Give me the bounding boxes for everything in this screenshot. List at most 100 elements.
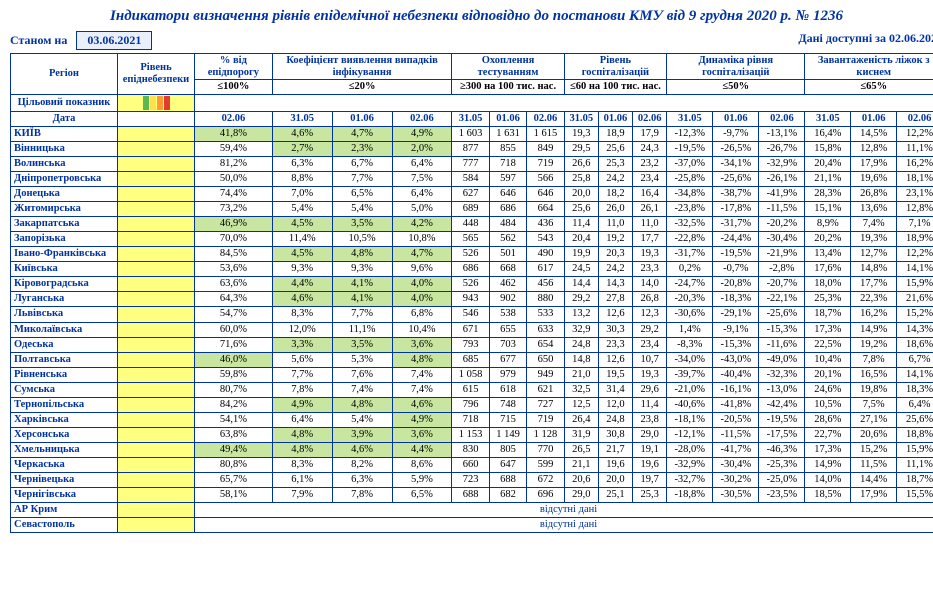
cell-test: 633 [527, 322, 564, 337]
cell-test: 718 [489, 156, 526, 171]
cell-hosp: 19,6 [598, 458, 632, 473]
cell-test: 1 149 [489, 427, 526, 442]
cell-risk [118, 171, 195, 186]
cell-beds: 20,6% [851, 427, 897, 442]
cell-test: 830 [452, 443, 489, 458]
cell-dyn: -20,5% [713, 412, 759, 427]
cell-beds: 15,5% [897, 488, 933, 503]
cell-coef: 6,7% [332, 156, 392, 171]
cell-test: 526 [452, 247, 489, 262]
cell-dyn: -30,4% [759, 232, 805, 247]
cell-hosp: 32,9 [564, 322, 598, 337]
cell-dyn: -18,8% [667, 488, 713, 503]
cell-beds: 19,2% [851, 337, 897, 352]
cell-risk [118, 458, 195, 473]
cell-beds: 14,0% [805, 473, 851, 488]
cell-beds: 28,3% [805, 186, 851, 201]
cell-dyn: -13,1% [759, 126, 805, 141]
page-title: Індикатори визначення рівнів епідемічної… [10, 8, 933, 25]
cell-region: Рівненська [11, 367, 118, 382]
cell-beds: 10,4% [805, 352, 851, 367]
cell-test: 584 [452, 171, 489, 186]
cell-coef: 4,9% [272, 397, 332, 412]
cell-dyn: -26,5% [713, 141, 759, 156]
cell-coef: 4,8% [272, 443, 332, 458]
cell-test: 650 [527, 352, 564, 367]
cell-beds: 15,2% [897, 307, 933, 322]
cell-risk [118, 443, 195, 458]
cell-pct: 80,7% [195, 382, 273, 397]
cell-coef: 4,1% [332, 277, 392, 292]
cell-dyn: -28,0% [667, 443, 713, 458]
cell-pct: 84,2% [195, 397, 273, 412]
cell-coef: 4,7% [392, 247, 452, 262]
cell-pct: 50,0% [195, 171, 273, 186]
cell-hosp: 19,3 [564, 126, 598, 141]
cell-dyn: -25,6% [713, 171, 759, 186]
cell-test: 689 [452, 202, 489, 217]
cell-region: Полтавська [11, 352, 118, 367]
table-row: Луганська64,3%4,6%4,1%4,0%94390288029,22… [11, 292, 933, 307]
cell-test: 703 [489, 337, 526, 352]
cell-coef: 7,8% [332, 488, 392, 503]
cell-beds: 28,6% [805, 412, 851, 427]
cell-beds: 17,7% [851, 277, 897, 292]
cell-dyn: -41,8% [713, 397, 759, 412]
cell-region: Черкаська [11, 458, 118, 473]
cell-test: 943 [452, 292, 489, 307]
cell-beds: 6,4% [897, 397, 933, 412]
cell-risk [118, 427, 195, 442]
cell-beds: 11,1% [897, 141, 933, 156]
cell-coef: 10,4% [392, 322, 452, 337]
cell-test: 655 [489, 322, 526, 337]
cell-beds: 27,1% [851, 412, 897, 427]
cell-coef: 4,0% [392, 277, 452, 292]
cell-coef: 7,7% [332, 307, 392, 322]
cell-coef: 4,4% [272, 277, 332, 292]
cell-coef: 2,3% [332, 141, 392, 156]
cell-test: 627 [452, 186, 489, 201]
cell-test: 436 [527, 217, 564, 232]
cell-coef: 3,9% [332, 427, 392, 442]
cell-beds: 18,1% [897, 171, 933, 186]
cell-beds: 7,4% [851, 217, 897, 232]
cell-coef: 4,0% [392, 292, 452, 307]
cell-hosp: 20,4 [564, 232, 598, 247]
cell-dyn: -41,7% [713, 443, 759, 458]
cell-test: 688 [452, 488, 489, 503]
table-row: Кіровоградська63,6%4,4%4,1%4,0%526462456… [11, 277, 933, 292]
cell-hosp: 23,2 [633, 156, 667, 171]
cell-risk [118, 277, 195, 292]
table-row: Житомирська73,2%5,4%5,4%5,0%68968666425,… [11, 202, 933, 217]
cell-region: Кіровоградська [11, 277, 118, 292]
cell-dyn: -21,9% [759, 247, 805, 262]
table-row: Миколаївська60,0%12,0%11,1%10,4%67165563… [11, 322, 933, 337]
cell-dyn: -9,7% [713, 126, 759, 141]
cell-risk [118, 126, 195, 141]
cell-dyn: -19,5% [667, 141, 713, 156]
cell-hosp: 12,5 [564, 397, 598, 412]
cell-coef: 4,2% [392, 217, 452, 232]
cell-hosp: 20,6 [564, 473, 598, 488]
cell-beds: 7,5% [851, 397, 897, 412]
cell-region: Херсонська [11, 427, 118, 442]
cell-hosp: 17,9 [633, 126, 667, 141]
cell-test: 880 [527, 292, 564, 307]
cell-hosp: 24,2 [598, 171, 632, 186]
cell-dyn: -12,3% [667, 126, 713, 141]
cell-beds: 14,3% [897, 322, 933, 337]
cell-dyn: -25,6% [759, 307, 805, 322]
cell-beds: 18,5% [805, 488, 851, 503]
cell-pct: 59,4% [195, 141, 273, 156]
cell-hosp: 20,0 [564, 186, 598, 201]
cell-test: 562 [489, 232, 526, 247]
cell-dyn: -15,3% [759, 322, 805, 337]
avail-date: 02.06.2021 [889, 31, 933, 45]
cell-dyn: -26,1% [759, 171, 805, 186]
cell-test: 660 [452, 458, 489, 473]
h-date: Дата [11, 111, 118, 126]
cell-hosp: 32,5 [564, 382, 598, 397]
cell-beds: 14,1% [897, 367, 933, 382]
cell-hosp: 19,3 [633, 247, 667, 262]
asof: Станом на 03.06.2021 [10, 31, 152, 50]
